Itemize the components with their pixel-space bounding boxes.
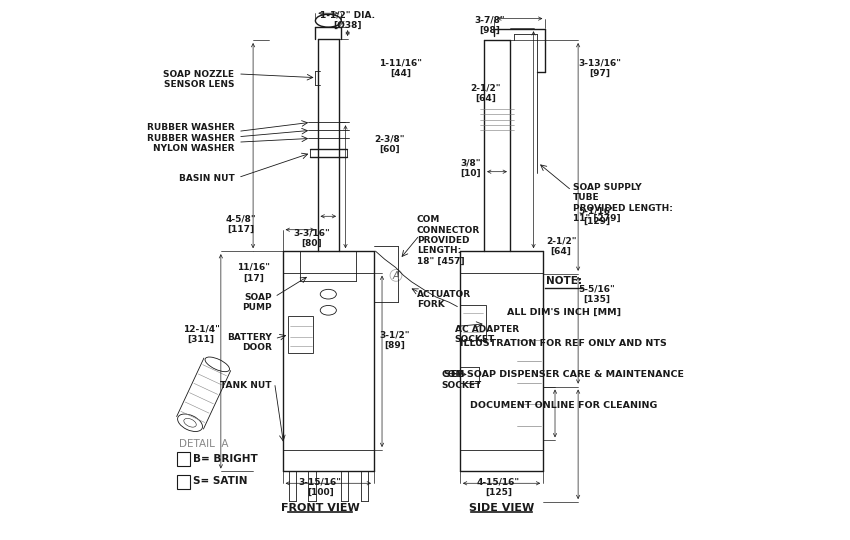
Text: 11/16"
[17]: 11/16" [17] xyxy=(237,263,270,282)
Text: SOAP
PUMP: SOAP PUMP xyxy=(242,293,272,312)
Text: 2-1/2"
[64]: 2-1/2" [64] xyxy=(546,236,576,255)
Text: 3-1/2"
[89]: 3-1/2" [89] xyxy=(379,330,410,349)
Text: S= SATIN: S= SATIN xyxy=(193,476,247,486)
Text: 12-1/4"
[311]: 12-1/4" [311] xyxy=(183,325,219,344)
Text: 3/8"
[10]: 3/8" [10] xyxy=(460,158,480,178)
Text: 4-5/8"
[117]: 4-5/8" [117] xyxy=(225,214,256,234)
Text: FRONT VIEW: FRONT VIEW xyxy=(280,503,360,513)
Text: 3-3/16"
[80]: 3-3/16" [80] xyxy=(293,228,330,247)
Text: AC ADAPTER
SOCKET: AC ADAPTER SOCKET xyxy=(455,325,518,344)
Bar xyxy=(288,316,314,353)
Text: DOCUMENT ONLINE FOR CLEANING: DOCUMENT ONLINE FOR CLEANING xyxy=(470,401,657,410)
Text: TANK NUT: TANK NUT xyxy=(220,381,272,390)
Text: SEE SOAP DISPENSER CARE & MAINTENANCE: SEE SOAP DISPENSER CARE & MAINTENANCE xyxy=(444,370,683,379)
Text: 5-1/16"
[129]: 5-1/16" [129] xyxy=(578,207,615,226)
Text: SOAP NOZZLE
SENSOR LENS: SOAP NOZZLE SENSOR LENS xyxy=(163,70,235,89)
Text: ALL DIM'S INCH [MM]: ALL DIM'S INCH [MM] xyxy=(507,307,620,316)
Bar xyxy=(177,475,190,489)
Text: 2-1/2"
[64]: 2-1/2" [64] xyxy=(471,83,501,103)
Text: 1-11/16"
[44]: 1-11/16" [44] xyxy=(379,59,422,78)
Text: 4-15/16"
[125]: 4-15/16" [125] xyxy=(477,478,520,497)
Text: B= BRIGHT: B= BRIGHT xyxy=(193,454,258,464)
Text: SIDE VIEW: SIDE VIEW xyxy=(468,503,534,513)
Text: BASIN NUT: BASIN NUT xyxy=(178,174,235,183)
Bar xyxy=(460,305,485,340)
Text: ACTUATOR
FORK: ACTUATOR FORK xyxy=(417,290,471,309)
Text: SOAP SUPPLY
TUBE
PROVIDED LENGTH:
11" [279]: SOAP SUPPLY TUBE PROVIDED LENGTH: 11" [2… xyxy=(573,183,672,223)
Bar xyxy=(177,452,190,466)
Text: 3-13/16"
[97]: 3-13/16" [97] xyxy=(578,59,621,78)
Text: BATTERY
DOOR: BATTERY DOOR xyxy=(227,333,272,352)
Text: 2-3/8"
[60]: 2-3/8" [60] xyxy=(374,134,405,153)
Text: COM
SOCKET: COM SOCKET xyxy=(441,370,481,390)
Text: ILLUSTRATION FOR REF ONLY AND NTS: ILLUSTRATION FOR REF ONLY AND NTS xyxy=(460,339,667,348)
Text: RUBBER WASHER
RUBBER WASHER
NYLON WASHER: RUBBER WASHER RUBBER WASHER NYLON WASHER xyxy=(146,124,235,153)
Text: A: A xyxy=(393,272,400,281)
Text: 1-1/2" DIA.
[Ø38]: 1-1/2" DIA. [Ø38] xyxy=(320,10,375,30)
Text: COM
CONNECTOR
PROVIDED
LENGTH:
18" [457]: COM CONNECTOR PROVIDED LENGTH: 18" [457] xyxy=(417,215,480,266)
Text: DETAIL  A: DETAIL A xyxy=(178,439,229,449)
Text: 3-15/16"
[100]: 3-15/16" [100] xyxy=(298,478,342,497)
Text: NOTE:: NOTE: xyxy=(546,276,581,286)
Text: 5-5/16"
[135]: 5-5/16" [135] xyxy=(578,285,615,304)
Text: 3-7/8"
[98]: 3-7/8" [98] xyxy=(474,16,505,35)
